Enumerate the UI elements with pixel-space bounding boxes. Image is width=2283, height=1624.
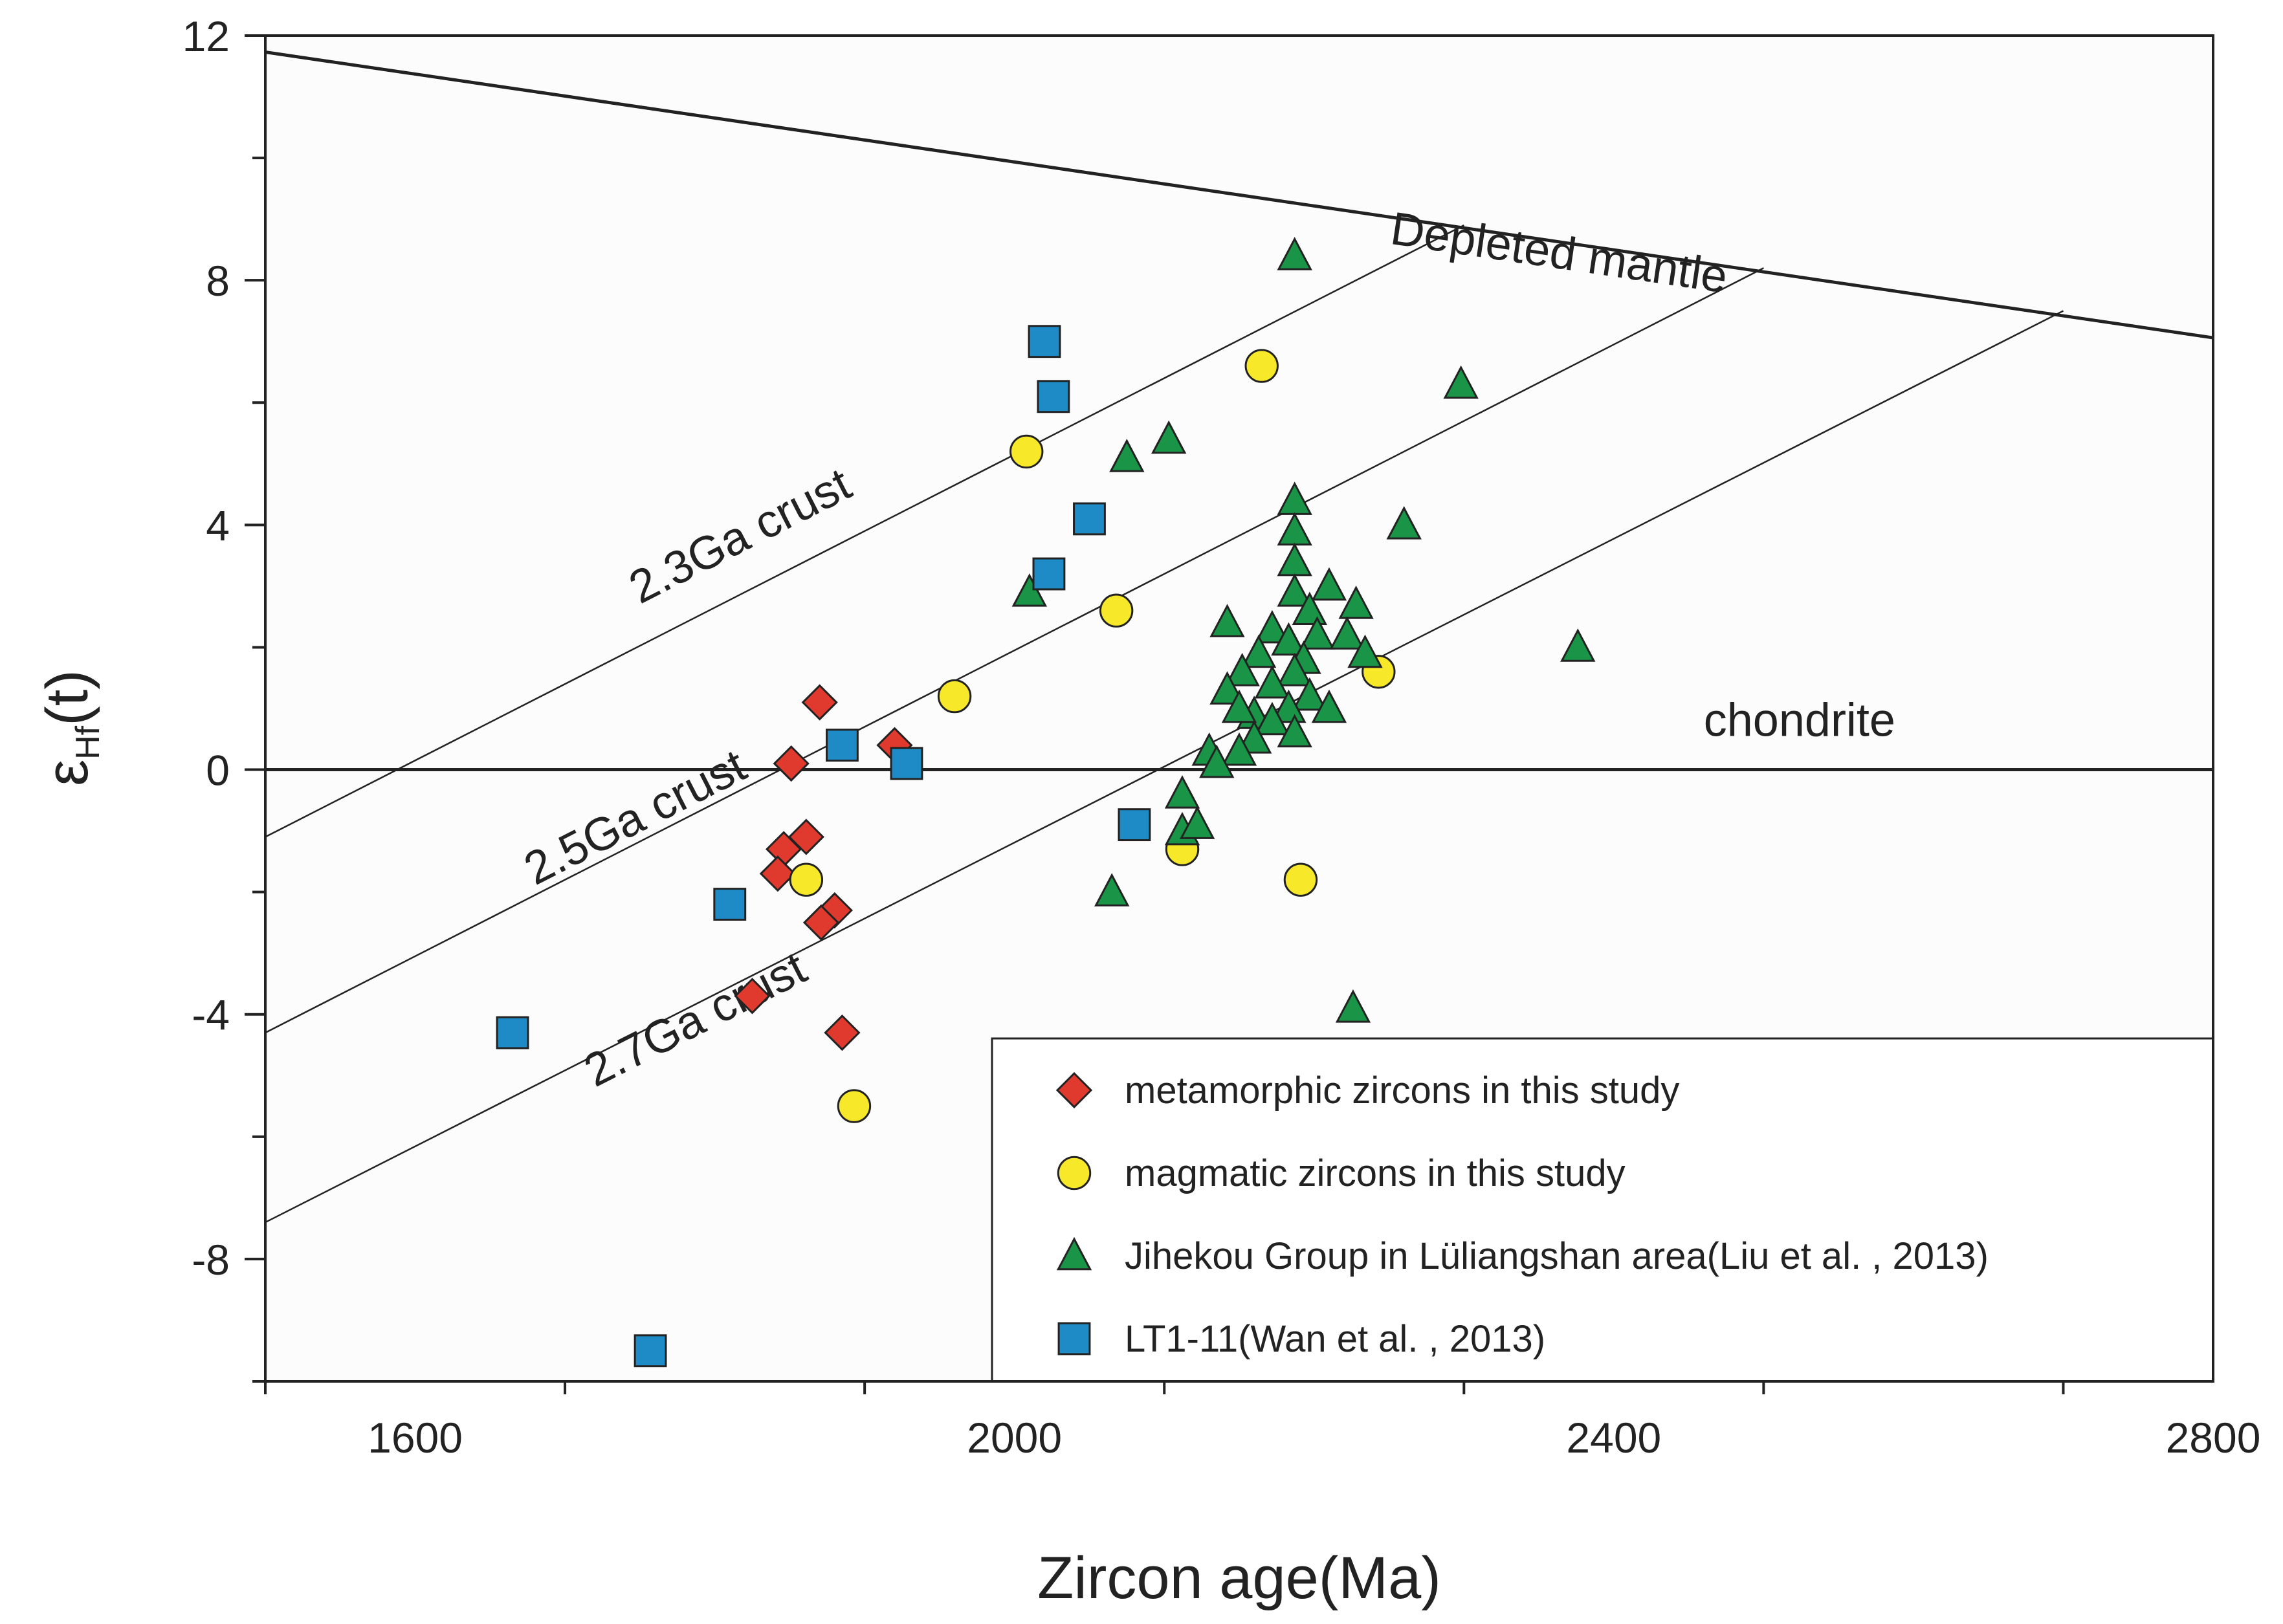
jihekou-point [1299, 616, 1335, 650]
jihekou-point [1199, 744, 1235, 778]
magmatic-point [1244, 349, 1279, 383]
jihekou-point [1241, 634, 1277, 668]
magmatic-point [937, 679, 972, 714]
lt1-11-point [713, 888, 747, 921]
jihekou-point [1560, 628, 1596, 662]
y-axis-title-suffix: (t) [34, 670, 100, 726]
y-axis-title: εHf(t) [34, 670, 107, 786]
plot-frame [264, 34, 2214, 1383]
jihekou-point [1209, 604, 1245, 637]
x-tick-label: 2400 [1566, 1414, 1661, 1462]
lt1-11-point [1037, 380, 1070, 413]
legend: metamorphic zircons in this study magmati… [991, 1037, 2214, 1383]
x-axis-title: Zircon age(Ma) [1037, 1545, 1441, 1611]
jihekou-point [1292, 677, 1328, 711]
magmatic-point [789, 862, 824, 897]
data-points [496, 237, 1596, 1368]
jihekou-point [1277, 653, 1312, 686]
jihekou-point [1151, 420, 1187, 454]
jihekou-point [1209, 671, 1245, 705]
y-tick-label: 8 [206, 257, 230, 305]
jihekou-point [1236, 720, 1272, 754]
legend-box [991, 1037, 2214, 1383]
lt1-11-point [1118, 808, 1151, 842]
legend-marker-circle [1057, 1156, 1092, 1191]
legend-label: magmatic zircons in this study [1125, 1152, 1626, 1194]
jihekou-point [1347, 634, 1383, 668]
y-tick-label: 12 [182, 12, 230, 60]
metamorphic-point [773, 745, 810, 782]
magmatic-point [1009, 434, 1044, 469]
jihekou-point [1109, 439, 1145, 472]
metamorphic-point [824, 1014, 861, 1051]
y-tick-label: -4 [192, 991, 230, 1039]
jihekou-point [1311, 567, 1347, 601]
jihekou-point [1221, 689, 1257, 723]
jihekou-point [1277, 573, 1312, 607]
metamorphic-point [802, 904, 840, 941]
lt1-11-point [1073, 502, 1106, 536]
jihekou-point [1271, 622, 1307, 656]
ref-label-chondrite: chondrite [1704, 695, 1895, 747]
jihekou-point [1011, 573, 1048, 607]
jihekou-point [1094, 873, 1130, 906]
jihekou-point [1224, 653, 1260, 686]
magmatic-point [1099, 593, 1134, 628]
jihekou-point [1338, 586, 1374, 619]
x-tick-label: 1600 [368, 1414, 463, 1462]
jihekou-point [1179, 806, 1215, 839]
metamorphic-point [734, 978, 771, 1015]
jihekou-point [1443, 365, 1479, 399]
metamorphic-point [759, 855, 796, 892]
legend-label: LT1-11(Wan et al. , 2013) [1125, 1318, 1545, 1360]
legend-label: metamorphic zircons in this study [1125, 1070, 1679, 1112]
jihekou-point [1254, 701, 1290, 736]
y-tick-label: -8 [192, 1236, 230, 1284]
jihekou-point [1335, 989, 1371, 1023]
jihekou-point [1386, 506, 1422, 540]
legend-marker-diamond [1055, 1071, 1093, 1109]
jihekou-point [1221, 732, 1257, 766]
lt1-11-point [1028, 325, 1061, 358]
jihekou-point [1292, 591, 1328, 626]
lt1-11-point [634, 1334, 667, 1368]
y-axis-title-symbol: ε [34, 760, 100, 786]
jihekou-point [1277, 237, 1312, 270]
metamorphic-point [788, 818, 824, 855]
y-tick-label: 4 [206, 501, 230, 549]
jihekou-point [1271, 689, 1307, 723]
lt1-11-point [1032, 557, 1066, 591]
magmatic-point [837, 1089, 872, 1123]
y-tick-label: 0 [206, 747, 230, 795]
ref-line-2-5ga-crust [265, 267, 1764, 1034]
magmatic-point [1283, 862, 1318, 897]
lt1-11-point [826, 729, 859, 762]
y-axis-title-subscript: Hf [69, 725, 107, 760]
ref-line-depleted-mantle [265, 50, 2214, 340]
jihekou-point [1164, 775, 1200, 809]
legend-label: Jihekou Group in Lüliangshan area(Liu et… [1125, 1235, 1989, 1277]
x-axis-ticks: 1600 2000 2400 2800 [264, 1381, 2261, 1462]
x-tick-label: 2000 [967, 1414, 1062, 1462]
lt1-11-point [496, 1016, 529, 1049]
reference-lines [265, 50, 2214, 1223]
x-tick-label: 2800 [2166, 1414, 2261, 1462]
metamorphic-point [801, 684, 838, 721]
jihekou-point [1254, 664, 1290, 699]
jihekou-point [1329, 616, 1365, 650]
lt1-11-point [890, 747, 923, 780]
legend-marker-square [1057, 1322, 1091, 1355]
jihekou-point [1254, 609, 1290, 644]
jihekou-point [1311, 689, 1347, 723]
ref-line-2-7ga-crust [265, 310, 2064, 1223]
y-axis-ticks: -8 -4 0 4 8 12 [182, 12, 265, 1383]
legend-marker-triangle [1056, 1236, 1092, 1271]
jihekou-point [1277, 714, 1312, 748]
ref-line-2-3ga-crust [265, 224, 1464, 838]
